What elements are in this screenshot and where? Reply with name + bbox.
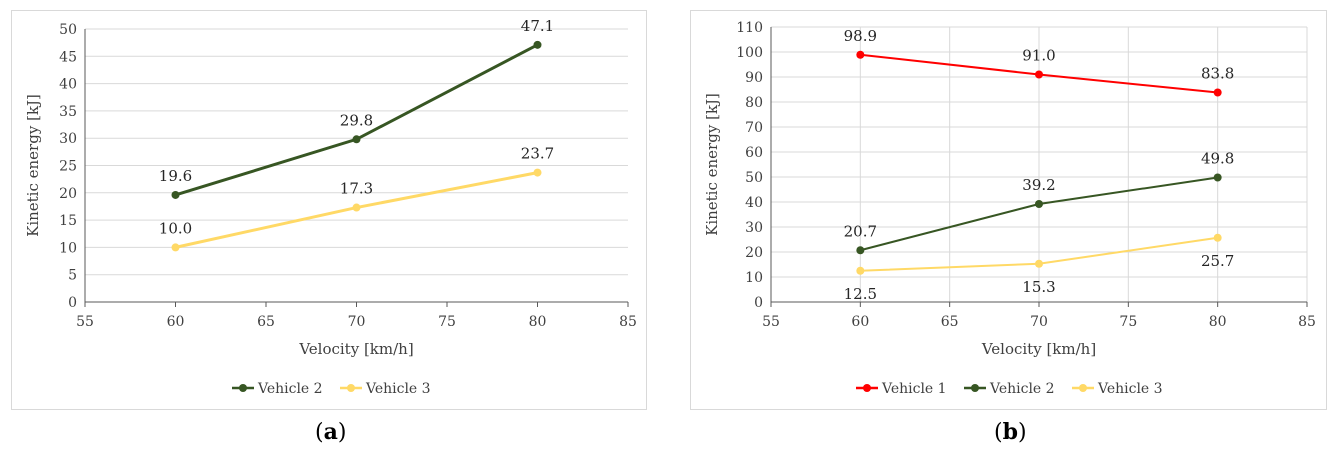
chart-b-data-label-vehicle-3: 15.3 <box>1022 278 1055 296</box>
chart-b-ytick-label: 40 <box>745 195 763 211</box>
chart-b-svg: 0 10 20 30 40 50 60 70 80 90 100 110 55 60 65 70 75 80 85 V… <box>703 20 1316 397</box>
chart-a-ytick-label: 10 <box>59 240 77 256</box>
chart-a-data-label-vehicle-3: 17.3 <box>340 180 373 198</box>
chart-a-point-vehicle-3 <box>533 168 542 177</box>
chart-panel-b: 0 10 20 30 40 50 60 70 80 90 100 110 55 60 65 70 75 80 85 V… <box>690 10 1327 410</box>
chart-a-ytick-label: 0 <box>68 295 77 311</box>
chart-a-legend-marker-vehicle-2 <box>239 384 247 392</box>
chart-b-ytick-label: 110 <box>736 20 763 36</box>
chart-b-point-vehicle-2 <box>1213 173 1222 182</box>
chart-a-svg: 0 5 10 15 20 25 30 35 40 45 50 55 60 65 70 75 80 85 Veloci… <box>24 17 637 397</box>
chart-panel-a: 0 5 10 15 20 25 30 35 40 45 50 55 60 65 70 75 80 85 Veloci… <box>11 10 647 410</box>
chart-a-legend-label-vehicle-2: Vehicle 2 <box>257 381 323 397</box>
chart-b-ytick-label: 0 <box>754 295 763 311</box>
chart-a-xtick-label: 75 <box>438 314 456 330</box>
chart-b-data-label-vehicle-1: 98.9 <box>844 27 877 45</box>
chart-b-data-label-vehicle-2: 20.7 <box>844 222 877 240</box>
chart-a-x-axis-title: Velocity [km/h] <box>298 340 413 358</box>
chart-b-point-vehicle-2 <box>856 246 865 255</box>
chart-a-point-vehicle-3 <box>352 203 361 212</box>
chart-b-xtick-label: 70 <box>1030 314 1048 330</box>
chart-b-point-vehicle-1 <box>1035 70 1043 79</box>
chart-a-ytick-label: 35 <box>59 104 77 120</box>
chart-b-xtick-label: 65 <box>941 314 959 330</box>
chart-b-legend-marker-vehicle-1 <box>863 384 871 392</box>
chart-a-ytick-label: 45 <box>59 49 77 65</box>
chart-a-data-label-vehicle-2: 47.1 <box>521 17 554 35</box>
chart-a-xtick-label: 80 <box>529 314 547 330</box>
chart-b-y-axis-title: Kinetic energy [kJ] <box>703 93 721 236</box>
chart-a-point-vehicle-2 <box>171 190 180 199</box>
chart-a-xtick-label: 55 <box>76 314 94 330</box>
chart-b-point-vehicle-2 <box>1035 200 1043 208</box>
chart-a-ytick-label: 40 <box>59 77 77 93</box>
chart-b-point-vehicle-3 <box>1035 259 1043 268</box>
chart-b-ytick-label: 30 <box>745 220 763 236</box>
chart-b-x-axis-title: Velocity [km/h] <box>981 340 1096 358</box>
chart-b-point-vehicle-1 <box>856 50 865 59</box>
chart-b-ytick-label: 100 <box>736 45 763 61</box>
caption-b: (b) <box>994 419 1027 445</box>
chart-a-legend-marker-vehicle-3 <box>347 384 355 392</box>
chart-a-ytick-label: 15 <box>59 213 77 229</box>
chart-b-legend-label-vehicle-1: Vehicle 1 <box>881 381 947 397</box>
chart-b-legend-label-vehicle-3: Vehicle 3 <box>1097 381 1163 397</box>
chart-a-data-label-vehicle-3: 10.0 <box>159 219 192 237</box>
chart-b-ytick-label: 80 <box>745 95 763 111</box>
chart-b-legend-marker-vehicle-3 <box>1079 384 1087 392</box>
chart-a-xtick-label: 85 <box>619 314 637 330</box>
chart-b-ytick-label: 70 <box>745 120 763 136</box>
chart-b-data-label-vehicle-1: 91.0 <box>1022 47 1055 65</box>
chart-a-ytick-label: 20 <box>59 186 77 202</box>
chart-b-ytick-label: 10 <box>745 270 763 286</box>
chart-b-xtick-label: 60 <box>851 314 869 330</box>
chart-b-data-label-vehicle-3: 25.7 <box>1201 252 1234 270</box>
chart-b-legend-marker-vehicle-2 <box>971 384 979 392</box>
chart-b-data-label-vehicle-2: 39.2 <box>1022 176 1055 194</box>
caption-a-letter: a <box>323 419 338 445</box>
chart-a-data-label-vehicle-2: 19.6 <box>159 167 192 185</box>
chart-a-point-vehicle-3 <box>171 243 180 252</box>
chart-a-ytick-label: 50 <box>59 22 77 38</box>
chart-b-ytick-label: 90 <box>745 70 763 86</box>
chart-a-ytick-label: 25 <box>59 159 77 175</box>
caption-a: (a) <box>315 419 347 445</box>
caption-b-letter: b <box>1002 419 1018 445</box>
chart-b-data-label-vehicle-1: 83.8 <box>1201 65 1234 83</box>
chart-b-ytick-label: 50 <box>745 170 763 186</box>
chart-a-ytick-label: 30 <box>59 131 77 147</box>
chart-b-legend-label-vehicle-2: Vehicle 2 <box>989 381 1055 397</box>
chart-b-xtick-label: 55 <box>762 314 780 330</box>
chart-b-point-vehicle-1 <box>1213 88 1222 97</box>
chart-a-point-vehicle-2 <box>352 135 361 144</box>
chart-a-ytick-label: 5 <box>68 268 77 284</box>
chart-a-data-label-vehicle-2: 29.8 <box>340 111 373 129</box>
chart-a-xtick-label: 65 <box>257 314 275 330</box>
chart-a-point-vehicle-2 <box>533 40 542 49</box>
chart-b-ytick-label: 60 <box>745 145 763 161</box>
chart-b-data-label-vehicle-3: 12.5 <box>844 285 877 303</box>
chart-b-xtick-label: 80 <box>1209 314 1227 330</box>
chart-a-legend-label-vehicle-3: Vehicle 3 <box>365 381 431 397</box>
chart-b-data-label-vehicle-2: 49.8 <box>1201 150 1234 168</box>
chart-a-y-axis-title: Kinetic energy [kJ] <box>24 94 42 237</box>
chart-b-point-vehicle-3 <box>1213 233 1222 242</box>
chart-b-point-vehicle-3 <box>856 266 865 275</box>
chart-b-xtick-label: 75 <box>1119 314 1137 330</box>
chart-b-xtick-label: 85 <box>1298 314 1316 330</box>
chart-b-ytick-label: 20 <box>745 245 763 261</box>
chart-a-xtick-label: 60 <box>167 314 185 330</box>
chart-a-xtick-label: 70 <box>348 314 366 330</box>
chart-a-data-label-vehicle-3: 23.7 <box>521 145 554 163</box>
